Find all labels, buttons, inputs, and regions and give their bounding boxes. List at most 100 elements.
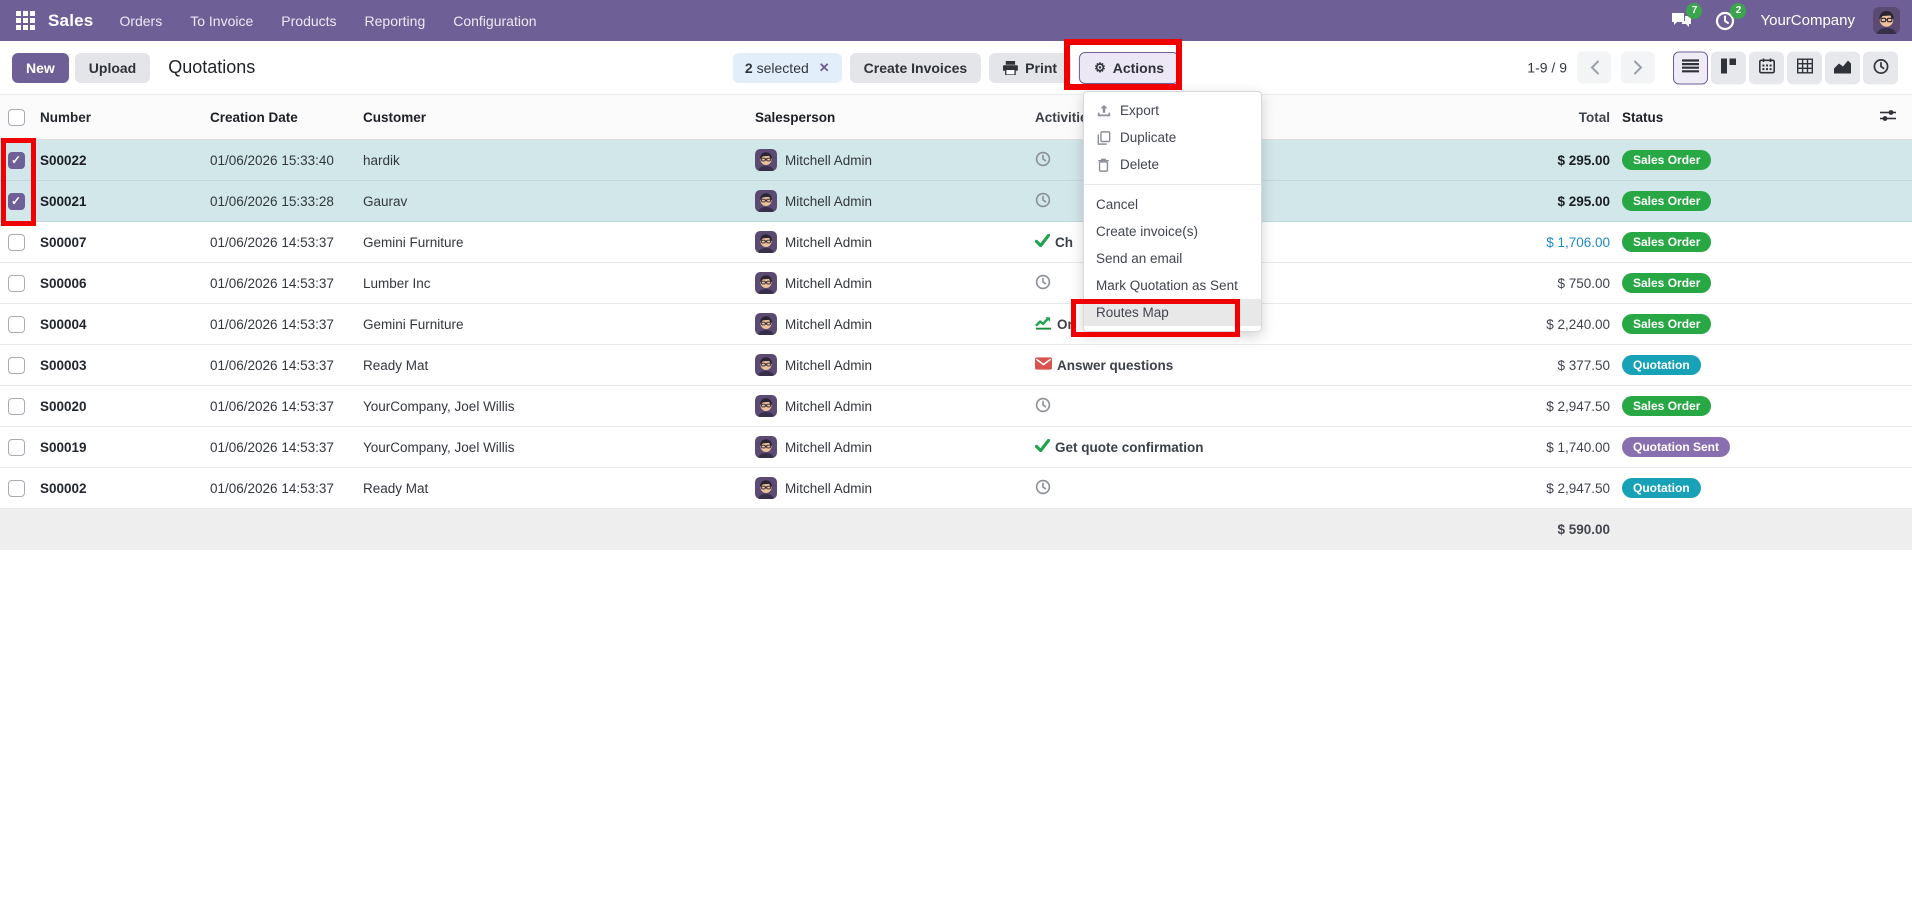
row-number: S00007 [40, 234, 87, 250]
header-status[interactable]: Status [1622, 109, 1664, 125]
menu-item-label: Create invoice(s) [1096, 224, 1199, 239]
row-customer: YourCompany, Joel Willis [363, 398, 515, 414]
pager-next-button[interactable] [1621, 51, 1655, 84]
view-switch-calendar[interactable] [1749, 51, 1784, 84]
apps-menu-icon[interactable] [12, 8, 38, 34]
menu-item-cancel[interactable]: Cancel [1084, 191, 1261, 218]
grid-icon [15, 11, 35, 30]
row-number: S00002 [40, 480, 87, 496]
avatar-image [1873, 7, 1900, 34]
table-row[interactable]: ✓ S00021 01/06/2026 15:33:28 Gaurav Mitc… [0, 181, 1912, 222]
row-checkbox[interactable] [7, 479, 25, 497]
chart-activity-icon[interactable] [1035, 315, 1052, 333]
duplicate-icon [1096, 130, 1111, 145]
header-creation-date[interactable]: Creation Date [210, 109, 298, 125]
create-invoices-button[interactable]: Create Invoices [849, 52, 982, 83]
menu-item-create-invoice-s-[interactable]: Create invoice(s) [1084, 218, 1261, 245]
row-checkbox[interactable] [7, 356, 25, 374]
menu-item-duplicate[interactable]: Duplicate [1084, 124, 1261, 151]
new-button[interactable]: New [12, 52, 69, 83]
row-total: $ 750.00 [1557, 275, 1610, 291]
status-badge: Sales Order [1622, 150, 1712, 170]
print-label: Print [1025, 59, 1058, 76]
row-checkbox[interactable]: ✓ [7, 192, 25, 210]
row-number: S00019 [40, 439, 87, 455]
check-activity-icon[interactable] [1034, 233, 1051, 250]
row-customer: Gemini Furniture [363, 316, 464, 332]
pager-previous-button[interactable] [1577, 51, 1611, 84]
menu-item-label: Export [1120, 103, 1160, 118]
table-row[interactable]: S00006 01/06/2026 14:53:37 Lumber Inc Mi… [0, 263, 1912, 304]
menu-item-routes-map[interactable]: Routes Map [1084, 299, 1261, 326]
clock-activity-icon[interactable] [1035, 397, 1051, 416]
table-row[interactable]: S00003 01/06/2026 14:53:37 Ready Mat Mit… [0, 345, 1912, 386]
navbar-menu-to-invoice[interactable]: To Invoice [190, 12, 254, 29]
user-avatar[interactable] [1873, 7, 1900, 34]
row-number: S00021 [40, 193, 87, 209]
navbar-menu-configuration[interactable]: Configuration [453, 12, 537, 29]
upload-button[interactable]: Upload [74, 52, 151, 83]
pivot-view-icon [1796, 58, 1813, 77]
messages-icon[interactable]: 7 [1668, 2, 1703, 33]
company-name[interactable]: YourCompany [1760, 12, 1855, 29]
header-activities[interactable]: Activities [1035, 109, 1096, 125]
view-switch-pivot[interactable] [1787, 51, 1822, 84]
print-button[interactable]: Print [989, 52, 1072, 83]
table-row[interactable]: ✓ S00022 01/06/2026 15:33:40 hardik Mitc… [0, 140, 1912, 181]
clock-activity-icon[interactable] [1035, 274, 1051, 293]
row-salesperson: Mitchell Admin [785, 357, 873, 373]
menu-item-delete[interactable]: Delete [1084, 151, 1261, 178]
breadcrumb[interactable]: Quotations [168, 57, 256, 77]
status-badge: Sales Order [1622, 396, 1712, 416]
column-options-icon[interactable] [1880, 109, 1896, 126]
navbar-menu-products[interactable]: Products [281, 12, 337, 29]
header-total[interactable]: Total [1578, 109, 1610, 125]
status-badge: Quotation [1622, 478, 1701, 498]
view-switch-list[interactable] [1673, 51, 1708, 84]
activities-icon[interactable]: 2 [1712, 2, 1747, 33]
header-customer[interactable]: Customer [363, 109, 427, 125]
select-all-checkbox[interactable] [7, 108, 25, 126]
check-activity-icon[interactable] [1034, 438, 1051, 455]
row-salesperson: Mitchell Admin [785, 480, 873, 496]
clock-activity-icon[interactable] [1035, 192, 1051, 211]
clear-selection-icon[interactable]: ✕ [818, 59, 830, 75]
actions-button[interactable]: ⚙ Actions [1079, 51, 1180, 84]
graph-view-icon [1834, 59, 1851, 76]
row-salesperson: Mitchell Admin [785, 152, 873, 168]
view-switch-kanban[interactable] [1711, 51, 1746, 84]
row-customer: Lumber Inc [363, 275, 431, 291]
actions-dropdown-menu: Export Duplicate Delete Cancel Create invoic… [1083, 91, 1262, 332]
navbar-menu-reporting[interactable]: Reporting [364, 12, 426, 29]
header-number[interactable]: Number [40, 109, 92, 125]
salesperson-avatar [755, 477, 777, 499]
clock-activity-icon[interactable] [1035, 479, 1051, 498]
row-checkbox[interactable]: ✓ [7, 151, 25, 169]
table-row[interactable]: S00002 01/06/2026 14:53:37 Ready Mat Mit… [0, 468, 1912, 509]
menu-item-mark-quotation-as-sent[interactable]: Mark Quotation as Sent [1084, 272, 1261, 299]
table-row[interactable]: S00004 01/06/2026 14:53:37 Gemini Furnit… [0, 304, 1912, 345]
row-checkbox[interactable] [7, 233, 25, 251]
row-creation-date: 01/06/2026 14:53:37 [210, 316, 334, 332]
table-row[interactable]: S00019 01/06/2026 14:53:37 YourCompany, … [0, 427, 1912, 468]
menu-item-export[interactable]: Export [1084, 97, 1261, 124]
footer-total: $ 590.00 [1557, 522, 1610, 537]
row-checkbox[interactable] [7, 315, 25, 333]
view-switch-graph[interactable] [1825, 51, 1860, 84]
navbar-menu-orders[interactable]: Orders [119, 12, 163, 29]
app-name[interactable]: Sales [48, 10, 94, 30]
view-switch-activity[interactable] [1863, 51, 1898, 84]
clock-activity-icon[interactable] [1035, 151, 1051, 170]
row-checkbox[interactable] [7, 274, 25, 292]
top-navbar: Sales Orders To Invoice Products Reporting C… [0, 0, 1912, 41]
table-footer: $ 590.00 [0, 509, 1912, 550]
row-checkbox[interactable] [7, 397, 25, 415]
envelope-activity-icon[interactable] [1035, 357, 1052, 373]
menu-item-send-an-email[interactable]: Send an email [1084, 245, 1261, 272]
table-row[interactable]: S00020 01/06/2026 14:53:37 YourCompany, … [0, 386, 1912, 427]
row-checkbox[interactable] [7, 438, 25, 456]
table-row[interactable]: S00007 01/06/2026 14:53:37 Gemini Furnit… [0, 222, 1912, 263]
row-number: S00003 [40, 357, 87, 373]
chevron-left-icon [1590, 60, 1599, 75]
header-salesperson[interactable]: Salesperson [755, 109, 836, 125]
